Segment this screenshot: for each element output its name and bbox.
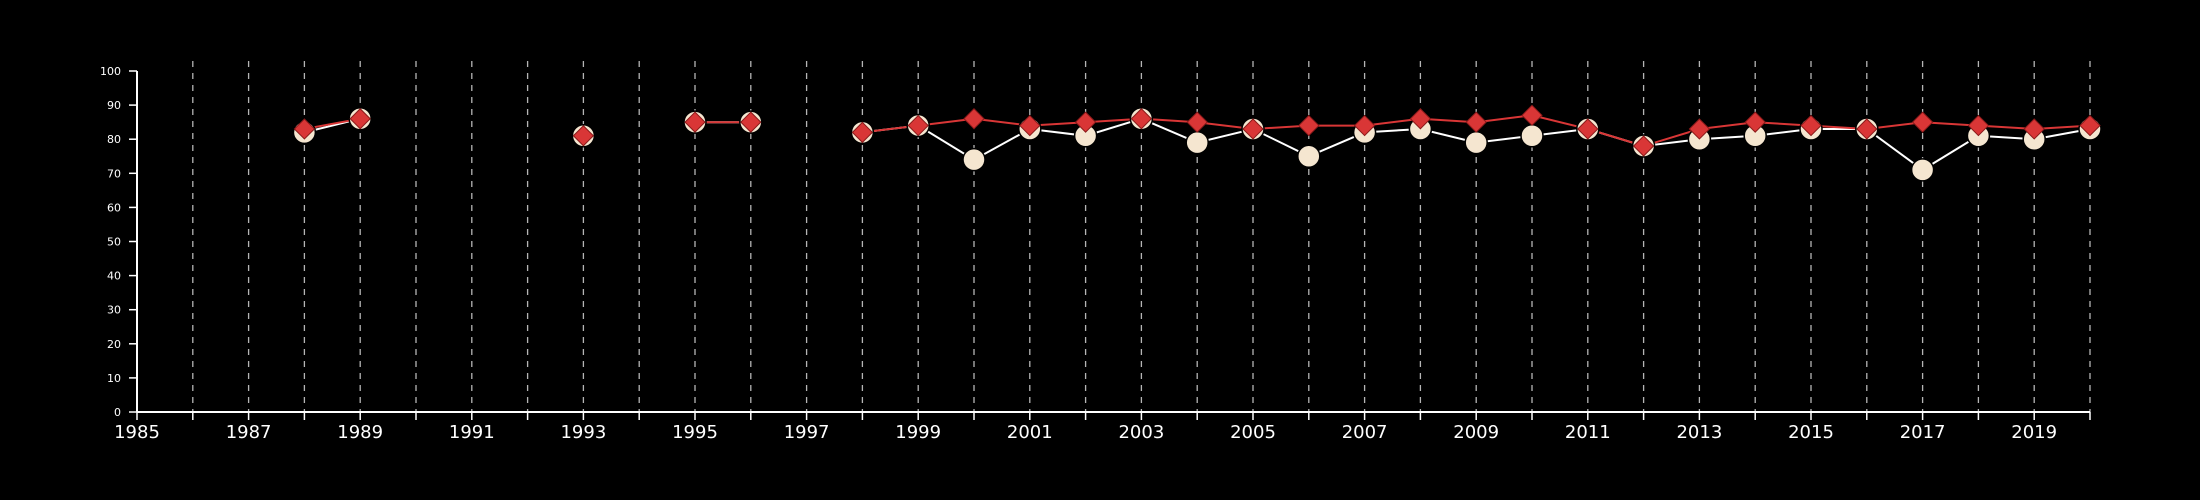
x-tick-label: 1997 [784, 422, 830, 443]
diamond-marker [1130, 108, 1153, 130]
x-tick-label: 2019 [2011, 422, 2057, 443]
x-tick-label: 2011 [1565, 422, 1611, 443]
x-tick-label: 2003 [1118, 422, 1164, 443]
diamond-marker [1074, 111, 1097, 133]
x-tick-label: 2001 [1007, 422, 1053, 443]
diamond-marker [1521, 104, 1543, 127]
diamond-marker [851, 121, 874, 144]
x-tick-label: 1987 [226, 422, 272, 443]
diamond-marker [572, 125, 595, 147]
x-tick-label: 1991 [449, 422, 495, 443]
x-tick-label: 2007 [1342, 422, 1388, 443]
diamond-marker [1242, 118, 1264, 140]
x-tick-label: 2017 [1900, 422, 1946, 443]
x-tick-label: 2015 [1788, 422, 1834, 443]
diamond-marker [684, 111, 706, 133]
y-tick-label: 90 [107, 99, 121, 112]
diamond-marker [293, 118, 316, 140]
circle-marker [962, 147, 986, 172]
diamond-marker [1465, 111, 1487, 133]
circle-marker [1297, 144, 1321, 168]
diamond-marker [1744, 111, 1766, 133]
circle-marker [1520, 124, 1544, 148]
diamond-marker [1577, 118, 1599, 140]
x-tick-label: 1999 [895, 422, 941, 443]
y-tick-label: 70 [107, 167, 121, 180]
x-tick-label: 2005 [1230, 422, 1276, 443]
diamond-marker [907, 114, 929, 137]
diamond-marker [740, 111, 762, 133]
diamond-marker [1911, 111, 1934, 133]
x-tick-label: 1989 [337, 422, 383, 443]
x-tick-label: 2013 [1676, 422, 1722, 443]
y-tick-label: 30 [107, 304, 121, 317]
y-tick-label: 0 [114, 406, 121, 419]
axes: 0 10 20 30 40 50 60 70 80 90 100 1985 1987 1989 1991 19… [100, 65, 2091, 443]
diamond-marker [2079, 114, 2101, 137]
diamond-marker [1019, 114, 1041, 137]
y-tick-label: 100 [100, 65, 121, 78]
diamond-marker [1353, 114, 1376, 137]
x-tick-label: 1985 [114, 422, 160, 443]
diamond-marker [1298, 114, 1320, 137]
y-tick-label: 40 [107, 270, 121, 283]
diamond-marker [1967, 114, 1990, 137]
y-tick-label: 20 [107, 338, 121, 351]
diamond-marker [2023, 118, 2045, 140]
diamond-marker [1632, 135, 1655, 157]
diamond-marker [1186, 111, 1208, 133]
diamond-marker [1856, 118, 1878, 140]
y-tick-label: 80 [107, 133, 121, 146]
x-tick-label: 1995 [672, 422, 718, 443]
circle-marker [1910, 158, 1935, 182]
y-tick-label: 50 [107, 236, 121, 249]
diamond-marker [1409, 108, 1432, 130]
vertical-grid [192, 61, 2091, 412]
y-tick-label: 10 [107, 372, 121, 385]
series-markers [292, 104, 2102, 182]
y-tick-label: 60 [107, 201, 121, 214]
diamond-marker [963, 108, 985, 130]
diamond-marker [1688, 118, 1711, 140]
circle-marker [1464, 130, 1488, 155]
circle-marker [1185, 130, 1209, 155]
diamond-marker [1800, 114, 1822, 137]
x-tick-label: 1993 [560, 422, 606, 443]
x-tick-label: 2009 [1453, 422, 1499, 443]
diamond-marker [349, 108, 371, 130]
